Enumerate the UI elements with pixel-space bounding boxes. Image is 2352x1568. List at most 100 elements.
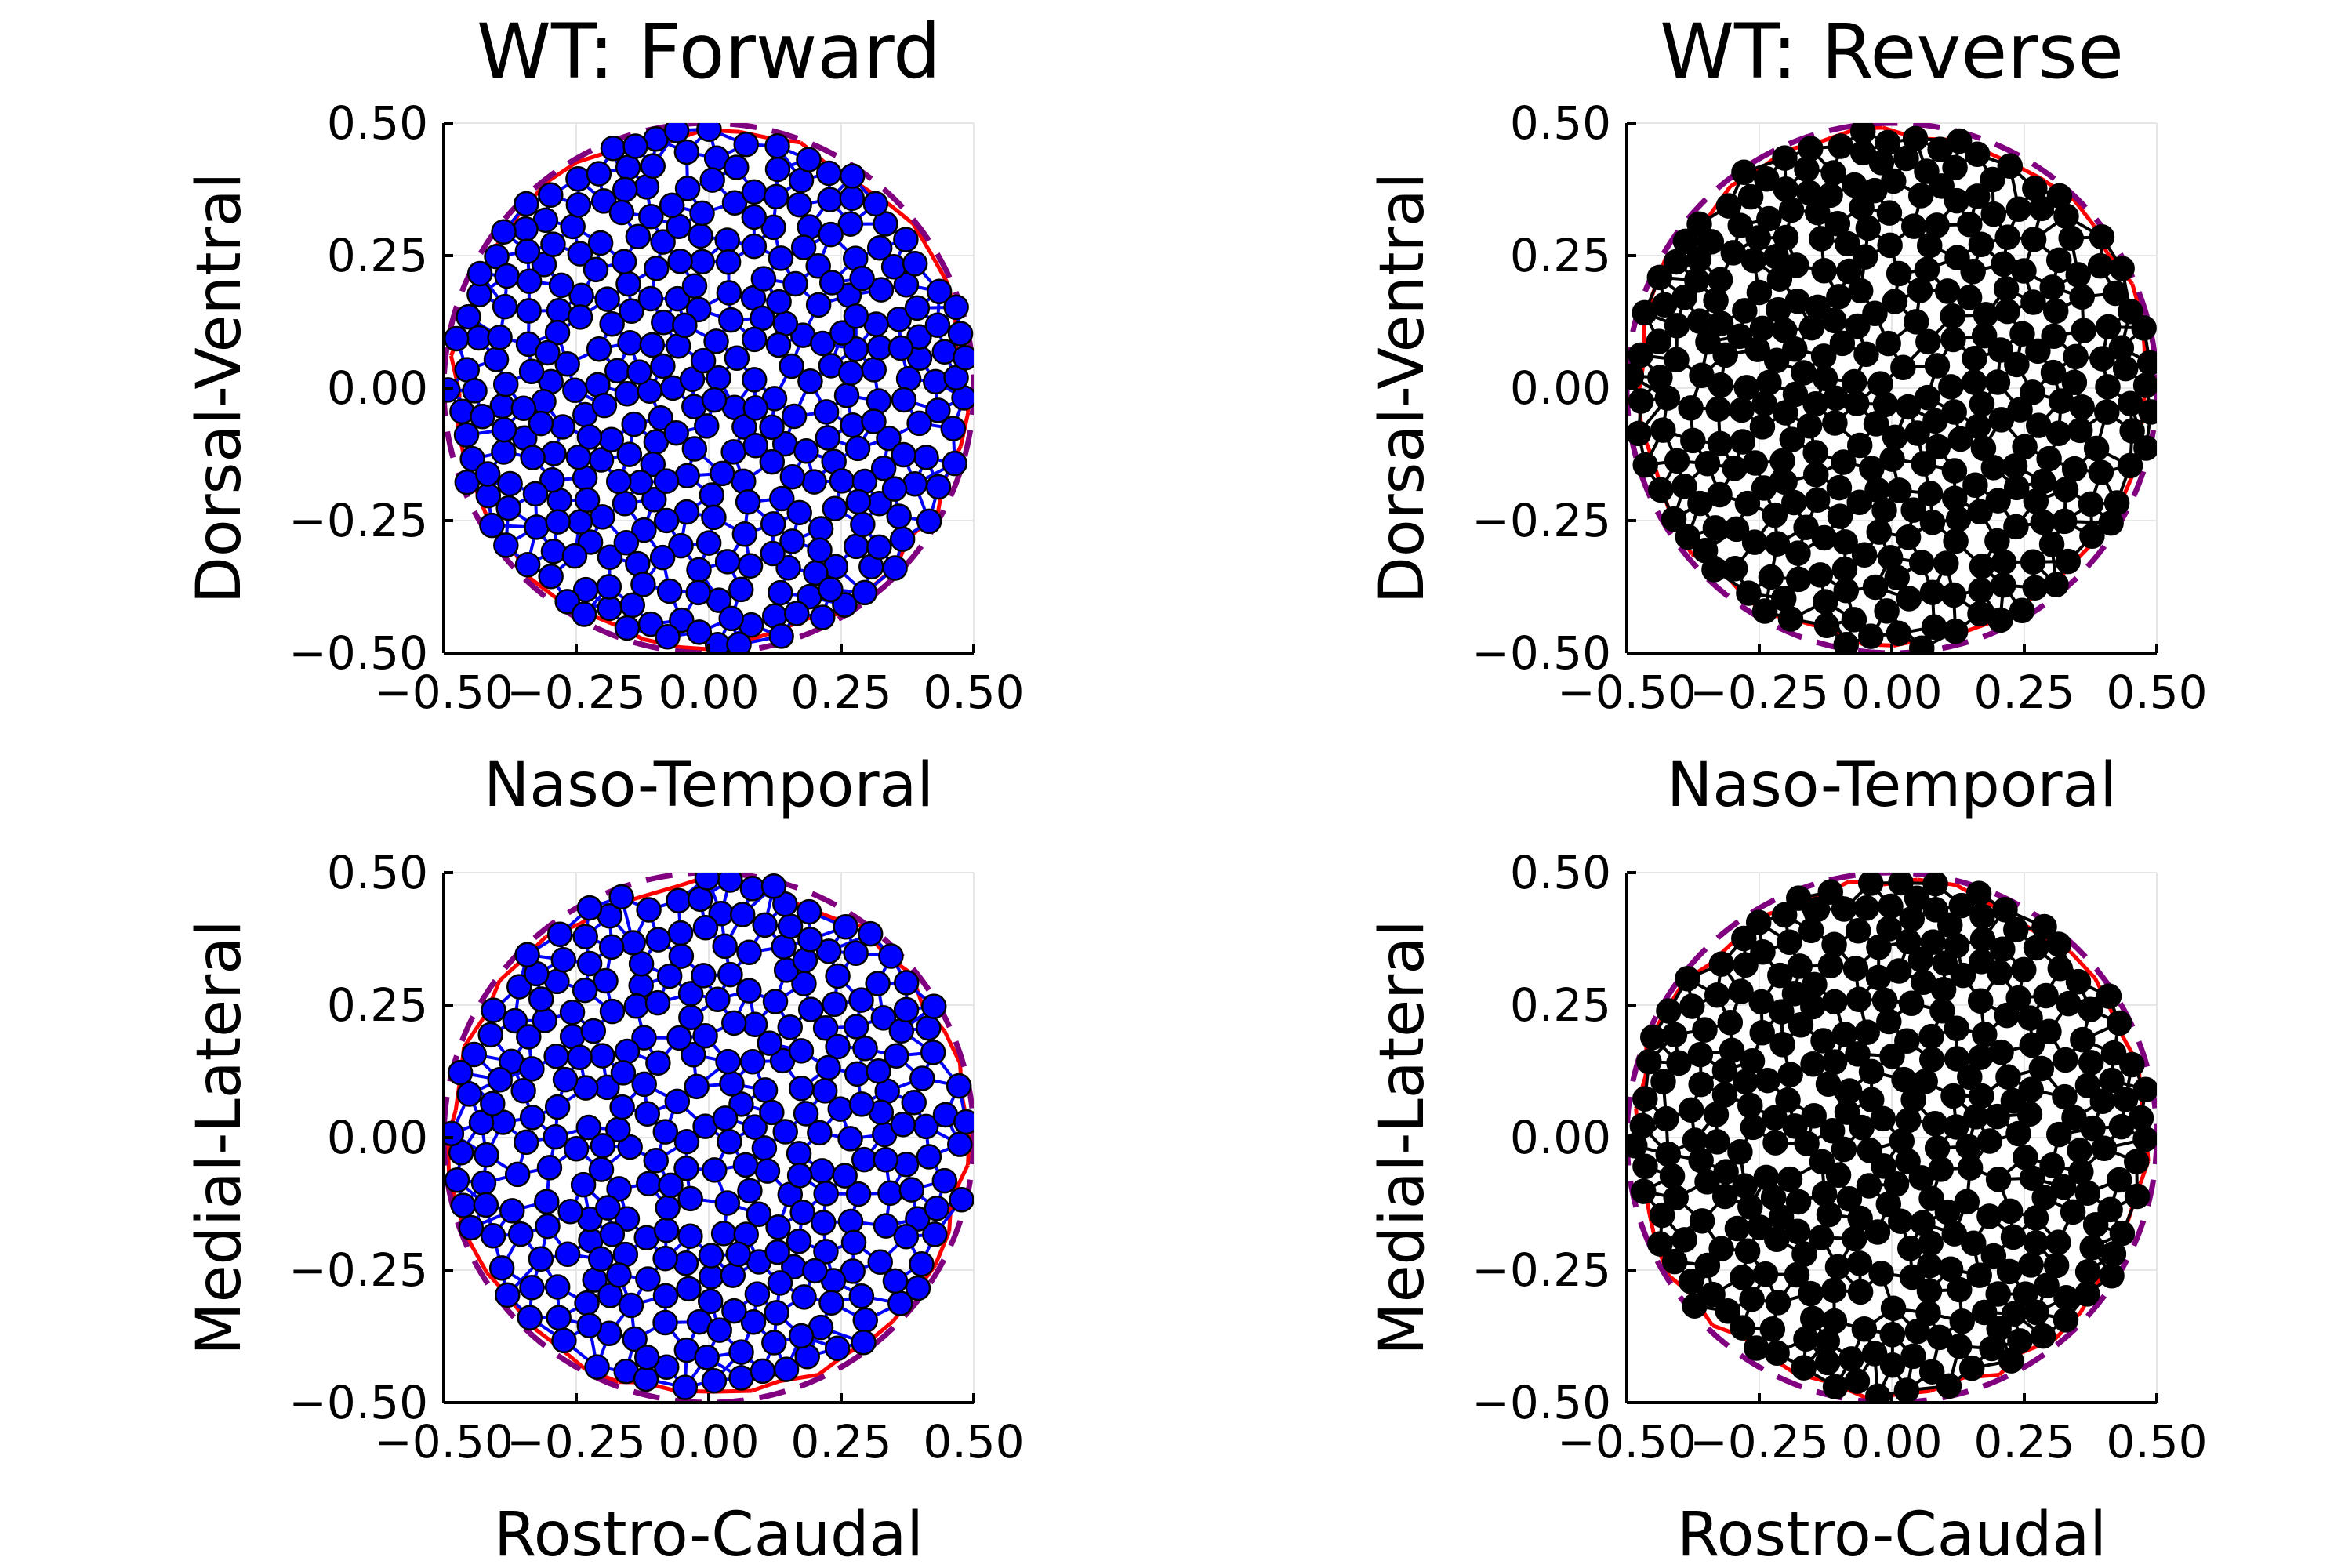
- data-point: [866, 334, 893, 361]
- data-point: [1949, 1308, 1975, 1334]
- data-point: [1895, 1149, 1921, 1174]
- data-point: [706, 1317, 732, 1343]
- data-point: [720, 1010, 747, 1036]
- data-point: [466, 260, 493, 287]
- data-point: [916, 1144, 942, 1170]
- data-point: [731, 414, 757, 440]
- data-point: [475, 482, 502, 509]
- data-point: [843, 1014, 869, 1040]
- data-point: [838, 360, 864, 386]
- data-point: [1957, 1064, 1983, 1091]
- data-point: [668, 532, 694, 559]
- data-point: [667, 249, 693, 274]
- data-point: [2132, 1076, 2157, 1102]
- data-point: [1788, 1012, 1814, 1038]
- data-point: [873, 211, 898, 237]
- data-point: [817, 187, 843, 212]
- data-point: [535, 339, 561, 366]
- data-point: [1740, 1114, 1766, 1141]
- data-point: [1908, 550, 1935, 575]
- data-point: [792, 947, 818, 973]
- data-point: [2005, 196, 2032, 223]
- data-point: [1853, 895, 1880, 921]
- data-point: [717, 1128, 742, 1155]
- chart-panel-2: −0.50−0.50−0.25−0.250.000.000.250.250.50…: [1367, 8, 2208, 821]
- data-point: [640, 153, 666, 180]
- x-tick-label: 0.50: [2106, 1415, 2207, 1468]
- data-point: [570, 1171, 597, 1198]
- data-point: [702, 1157, 728, 1183]
- data-point: [614, 1206, 641, 1232]
- data-point: [741, 367, 768, 393]
- data-point: [1756, 369, 1782, 396]
- data-point: [541, 441, 567, 466]
- data-point: [1737, 183, 1764, 210]
- data-point: [1838, 1346, 1864, 1372]
- data-point: [1736, 580, 1762, 606]
- data-point: [731, 521, 758, 547]
- data-point: [1753, 1164, 1780, 1191]
- data-point: [639, 332, 666, 358]
- data-point: [546, 921, 573, 947]
- data-point: [1737, 1092, 1763, 1119]
- data-point: [1816, 1201, 1842, 1228]
- data-point: [1745, 909, 1772, 935]
- data-point: [1661, 506, 1687, 532]
- data-point: [695, 530, 722, 556]
- data-point: [1852, 244, 1878, 270]
- data-point: [1958, 1355, 1985, 1381]
- boundary-edge: [2072, 198, 2096, 227]
- data-point: [1749, 315, 1776, 342]
- data-point: [2024, 1299, 2049, 1326]
- data-point: [2069, 394, 2095, 420]
- data-point: [1849, 123, 1876, 144]
- data-point: [1845, 918, 1871, 944]
- data-point: [640, 451, 666, 477]
- data-point: [744, 1281, 771, 1307]
- data-point: [1640, 1024, 1666, 1051]
- data-point: [720, 439, 746, 465]
- data-point: [2025, 338, 2051, 365]
- data-point: [1759, 1316, 1786, 1342]
- data-point: [1862, 574, 1889, 601]
- data-point: [462, 378, 488, 404]
- data-point: [1724, 1215, 1751, 1242]
- boundary-edge: [575, 152, 602, 165]
- data-point: [880, 254, 907, 280]
- data-point: [1915, 328, 1941, 355]
- x-tick-label: 0.50: [923, 1415, 1024, 1468]
- data-point: [1828, 133, 1853, 159]
- data-point: [1730, 429, 1755, 455]
- data-point: [1991, 572, 2016, 598]
- data-point: [2020, 549, 2046, 575]
- data-point: [514, 191, 539, 217]
- data-point: [807, 1120, 833, 1146]
- data-point: [1727, 1139, 1753, 1165]
- data-point: [1857, 1138, 1882, 1163]
- data-point: [572, 977, 598, 1004]
- data-point: [1904, 885, 1930, 912]
- data-point: [760, 873, 787, 899]
- y-axis-label: Dorsal-Ventral: [184, 172, 255, 604]
- data-point: [844, 1061, 870, 1087]
- data-point: [1937, 912, 1963, 938]
- data-point: [644, 255, 670, 281]
- data-point: [701, 387, 728, 413]
- data-point: [2003, 514, 2029, 540]
- data-point: [1942, 485, 1968, 512]
- data-point: [1773, 176, 1798, 202]
- data-point: [740, 1308, 767, 1335]
- data-point: [688, 223, 713, 249]
- data-point: [741, 204, 768, 230]
- data-point: [1879, 1044, 1905, 1069]
- data-point: [1917, 1253, 1943, 1279]
- data-point: [560, 213, 586, 240]
- data-point: [504, 1161, 531, 1188]
- data-point: [1987, 337, 2014, 363]
- data-point: [2039, 274, 2065, 300]
- data-point: [767, 1270, 793, 1296]
- data-point: [1805, 294, 1831, 321]
- data-point: [1992, 897, 2018, 923]
- data-point: [2009, 321, 2035, 347]
- data-point: [658, 1172, 684, 1199]
